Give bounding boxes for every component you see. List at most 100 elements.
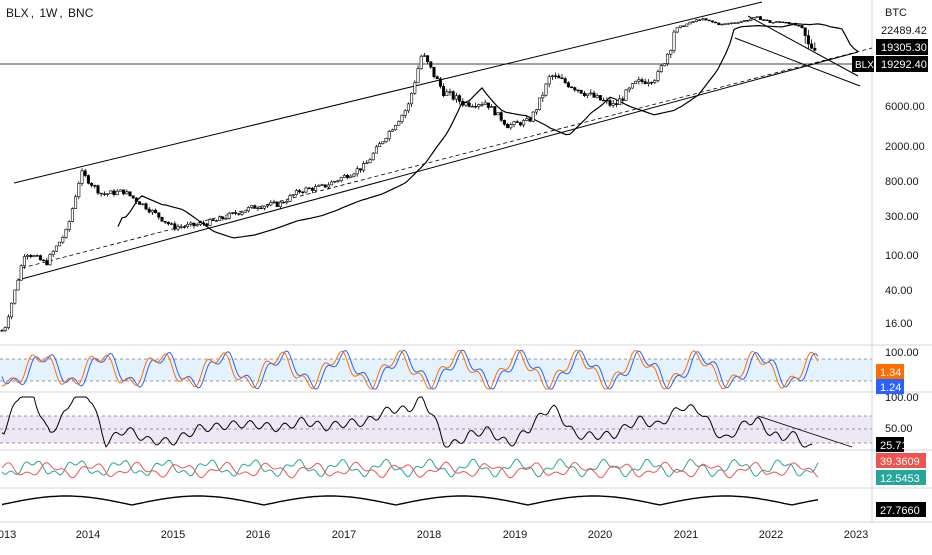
candle [394, 124, 398, 131]
candle-body [538, 97, 542, 111]
candle [512, 120, 516, 128]
price-axis[interactable]: BTC 6000.00 2000.00 800.00 300.00 100.00 40.00… [852, 7, 928, 517]
candle-body [141, 203, 145, 205]
candle-body [160, 216, 164, 222]
time-tick-label: 2021 [674, 529, 698, 541]
candle-body [781, 21, 785, 23]
candle [355, 165, 359, 177]
candle [454, 92, 458, 103]
candle-body [810, 43, 814, 49]
stoch-d-value-bg [876, 379, 904, 394]
candle [726, 22, 730, 25]
stoch-d-line [1, 349, 819, 390]
price-tick-label: BTC [885, 7, 907, 19]
candle [736, 21, 740, 24]
candle-body [506, 124, 510, 129]
candle [573, 86, 577, 92]
candle-body [477, 104, 481, 107]
price-tick-label: 800.00 [885, 176, 919, 188]
symbol-label[interactable]: BLX [6, 6, 29, 20]
candle [618, 95, 622, 105]
candle [413, 80, 417, 96]
candle [250, 205, 254, 209]
title-separator: , [30, 6, 38, 20]
price-tick-label: 16.00 [885, 318, 913, 330]
candle-body [608, 100, 612, 106]
candle [461, 98, 465, 108]
candle [442, 83, 446, 98]
stoch-d-value: 1.24 [876, 379, 904, 394]
rsi-value: 25.71 [876, 437, 908, 452]
candle-body [374, 146, 378, 154]
candle [707, 19, 711, 22]
candle-body [253, 205, 257, 209]
candle [13, 289, 17, 305]
candle [291, 194, 295, 198]
candle-body [666, 53, 670, 64]
candle-body [342, 175, 346, 178]
candle [474, 102, 478, 109]
candle [195, 222, 199, 227]
candle [80, 168, 84, 186]
candle-body [787, 22, 791, 25]
price-label: 22489.42 [881, 25, 927, 37]
candle-body [301, 191, 305, 194]
dmi-plus-value: 12.5453 [876, 470, 926, 485]
candle-body [330, 181, 334, 186]
candle-body [384, 138, 388, 143]
candle-body [195, 224, 199, 227]
candle [406, 102, 410, 114]
candle-body [198, 222, 202, 225]
candle [538, 97, 542, 111]
candle [342, 173, 346, 178]
candle-body [784, 21, 788, 24]
adx-value-bg [876, 502, 926, 517]
candle-body [458, 95, 462, 102]
candle [282, 201, 286, 204]
grid [0, 0, 932, 523]
candle [301, 190, 305, 195]
candle [227, 211, 231, 220]
candle-body [499, 112, 503, 121]
candle-body [285, 200, 289, 203]
candle-body [202, 222, 206, 225]
candle-body [566, 82, 570, 88]
candle [131, 195, 135, 200]
candle-body [691, 21, 695, 23]
candle-body [653, 80, 657, 83]
candle [438, 77, 442, 89]
candle-body [218, 216, 222, 221]
candle-body [144, 203, 148, 210]
candle [221, 216, 225, 221]
price-tick-label: 300.00 [885, 211, 919, 223]
candle-body [35, 255, 39, 257]
candle-body [797, 24, 801, 27]
candle-body [131, 195, 135, 199]
candle-body [38, 255, 42, 261]
candle [467, 100, 471, 108]
candle [771, 22, 775, 24]
candle-body [512, 121, 516, 125]
candle [637, 76, 641, 85]
candle [150, 209, 154, 215]
candle-body [678, 25, 682, 28]
candle-body [259, 207, 263, 210]
candle-body [262, 205, 266, 209]
candle [733, 22, 737, 24]
time-tick-label: 2014 [76, 529, 100, 541]
interval-label[interactable]: 1W [39, 6, 58, 20]
candle [346, 173, 350, 180]
candle [659, 64, 663, 73]
candle [765, 19, 769, 21]
candle [234, 210, 238, 216]
candle-body [595, 95, 599, 98]
candle-body [464, 102, 468, 106]
time-axis[interactable]: 2013 2014 2015 2016 2017 2018 2019 2020 2021 2022… [0, 529, 868, 541]
candle-body [208, 219, 212, 226]
price-label-bg [876, 56, 928, 72]
candle-body [320, 184, 324, 186]
candle [118, 189, 122, 192]
candle [294, 188, 298, 196]
candle-body [288, 195, 292, 202]
